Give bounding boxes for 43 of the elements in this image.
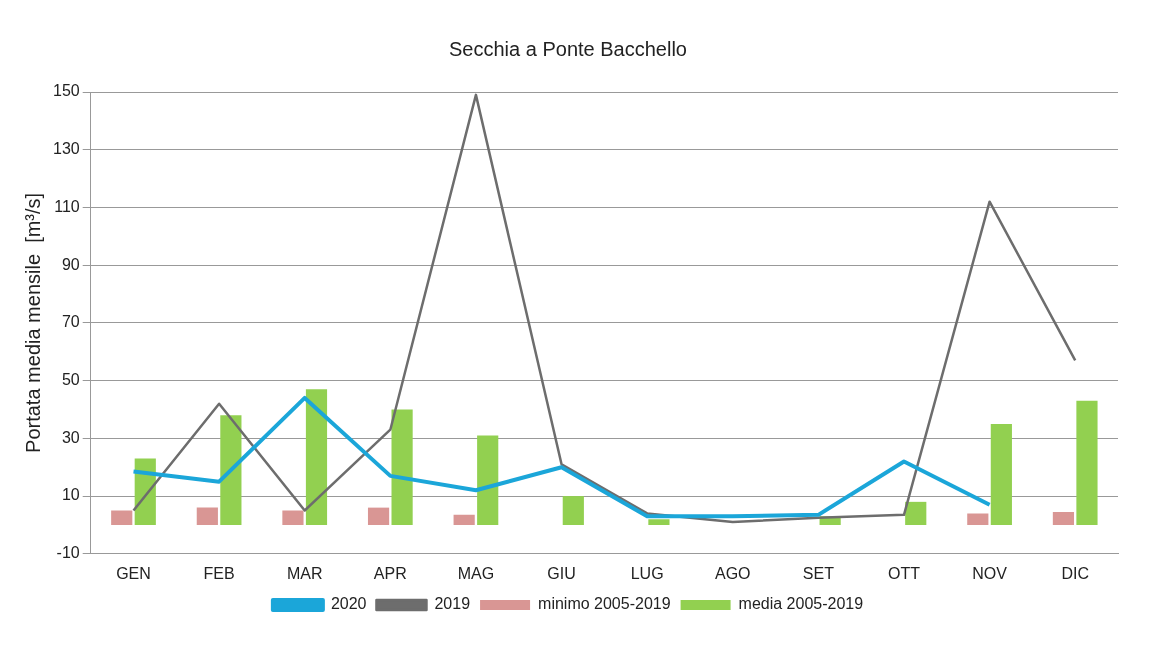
bar — [282, 510, 304, 525]
y-tick-label: 10 — [61, 486, 80, 504]
bar — [905, 501, 927, 525]
legend-label: media 2005-2019 — [738, 595, 864, 613]
x-tick-label: APR — [373, 564, 407, 582]
x-tick-label: FEB — [203, 564, 235, 582]
x-tick-label: MAR — [286, 564, 323, 582]
bar — [1052, 511, 1075, 525]
y-tick-label: -10 — [56, 544, 80, 562]
y-tick-label: 50 — [61, 371, 80, 389]
x-tick-label: DIC — [1061, 564, 1089, 582]
y-tick-label: 130 — [52, 140, 80, 158]
bar — [305, 389, 328, 525]
bar — [477, 435, 499, 525]
x-tick-label: AGO — [714, 564, 751, 582]
y-tick-label: 90 — [61, 255, 80, 273]
bar — [391, 409, 413, 525]
y-tick-label: 30 — [61, 428, 80, 446]
bar — [967, 513, 989, 525]
bar — [1076, 400, 1098, 525]
bar — [453, 514, 475, 525]
legend-label: 2019 — [434, 595, 471, 613]
x-tick-label: GEN — [116, 564, 151, 582]
x-tick-label: MAG — [457, 564, 495, 582]
y-tick-label: 150 — [52, 82, 80, 100]
legend-label: 2020 — [330, 595, 367, 613]
bar — [196, 507, 218, 525]
x-tick-label: SET — [802, 564, 835, 582]
y-tick-label: 70 — [61, 313, 80, 331]
bar — [562, 496, 584, 525]
legend-label: minimo 2005-2019 — [538, 595, 671, 613]
x-tick-label: LUG — [630, 564, 664, 582]
x-tick-label: NOV — [972, 564, 1008, 582]
y-tick-label: 110 — [54, 197, 80, 215]
bar — [111, 510, 133, 525]
bar — [367, 507, 390, 525]
chart-title: Secchia a Ponte Bacchello — [449, 37, 687, 60]
x-tick-label: OTT — [887, 564, 921, 582]
y-axis-title: Portata media mensile [m³/s] — [21, 192, 44, 453]
bar — [648, 519, 670, 525]
bar — [220, 415, 242, 525]
x-tick-label: GIU — [547, 564, 576, 582]
bar — [990, 423, 1012, 525]
